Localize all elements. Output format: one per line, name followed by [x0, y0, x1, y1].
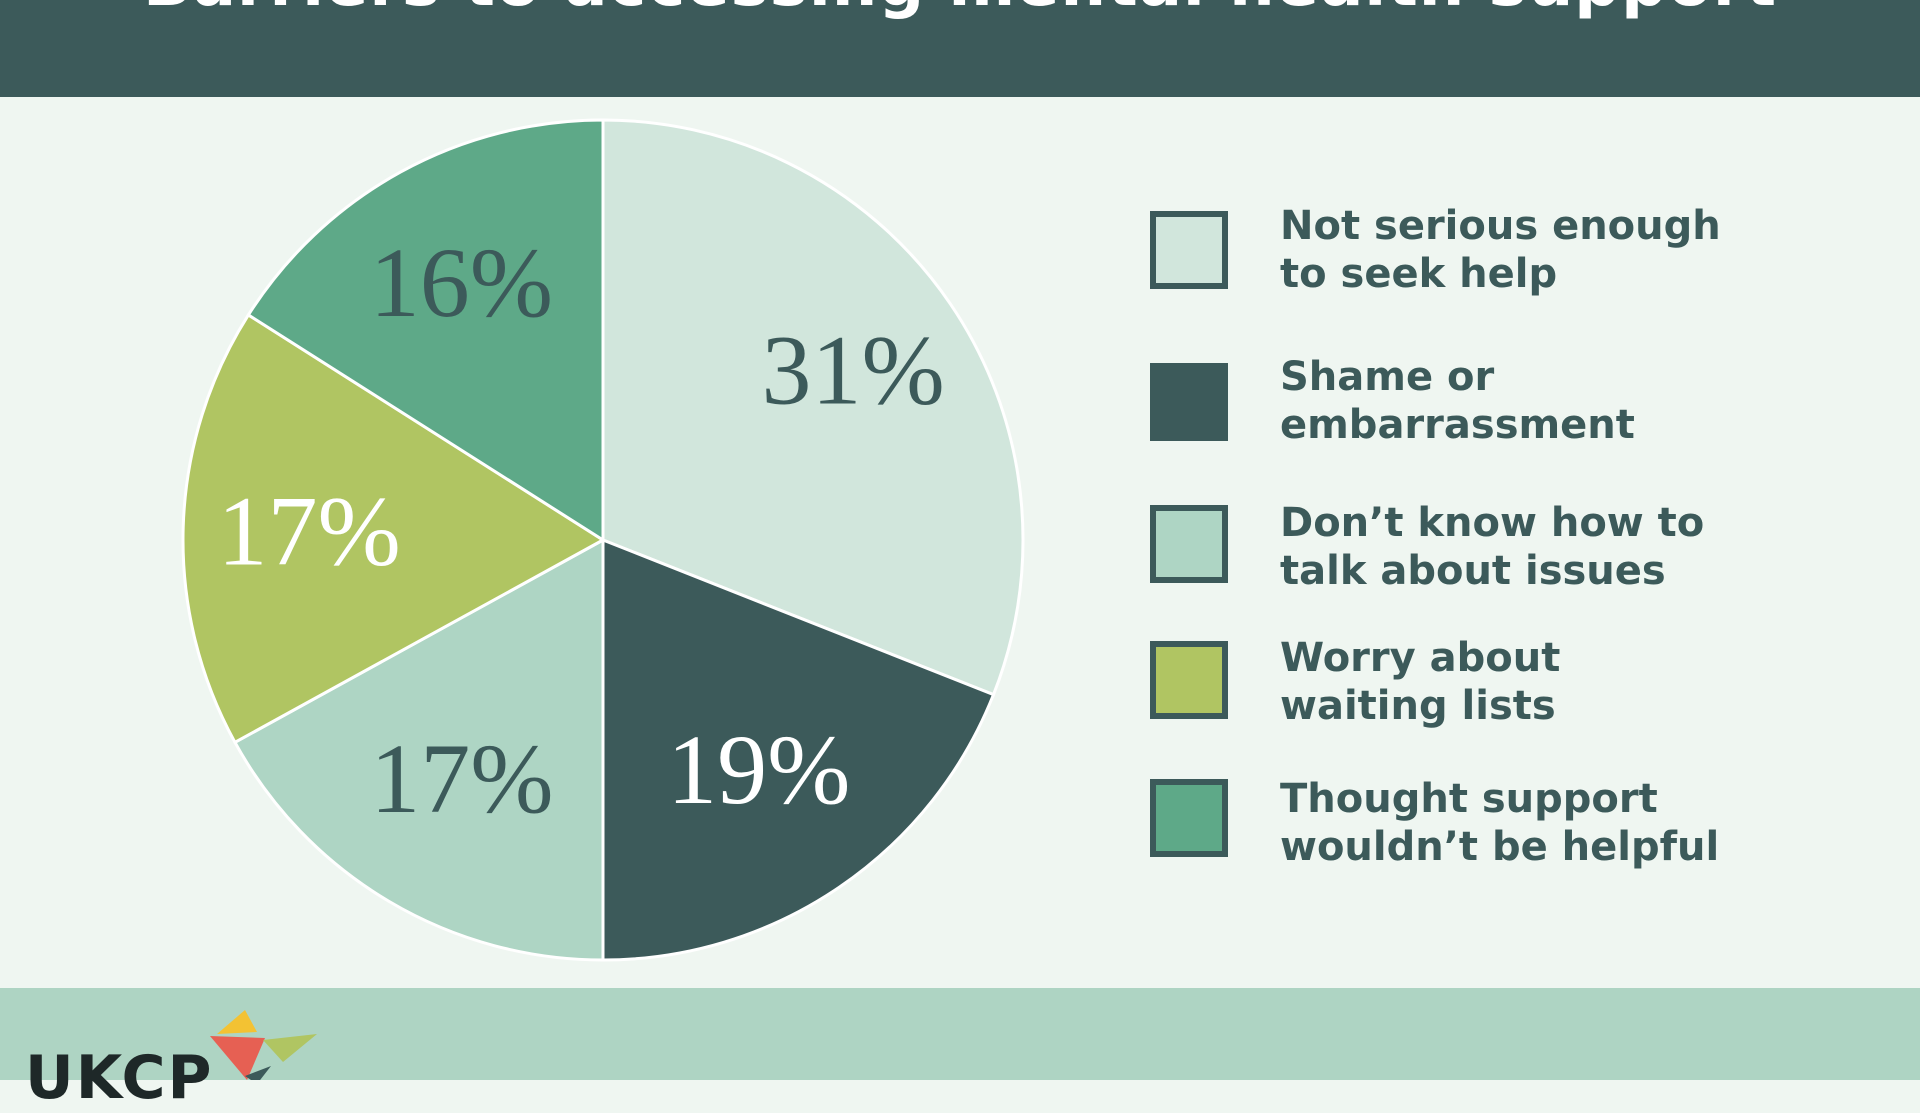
pie-slice	[601, 537, 996, 962]
legend-item-not-helpful: Thought support wouldn’t be helpful	[1150, 776, 1770, 870]
legend-item-shame: Shame or embarrassment	[1150, 354, 1770, 448]
legend-label: Thought support wouldn’t be helpful	[1280, 776, 1720, 870]
legend-swatch	[1150, 641, 1228, 719]
pie-chart: 31% 19% 17% 17% 16%	[181, 118, 1025, 962]
legend-item-not-serious: Not serious enough to seek help	[1150, 203, 1770, 297]
pie-slice	[601, 118, 1025, 697]
pie-slice-label: 16%	[370, 227, 553, 338]
logo-text: UKCP	[25, 1043, 214, 1113]
pie-slice-label: 17%	[217, 475, 400, 586]
pie-slice	[232, 537, 605, 962]
footer-bar	[0, 988, 1920, 1080]
header-banner: Barriers to accessing mental health supp…	[0, 0, 1920, 97]
pie-slice-label: 19%	[667, 714, 850, 825]
legend-label: Don’t know how to talk about issues	[1280, 500, 1705, 594]
legend-swatch	[1150, 779, 1228, 857]
pie-slice	[181, 312, 606, 745]
legend-item-waiting-lists: Worry about waiting lists	[1150, 635, 1770, 731]
legend-label: Not serious enough to seek help	[1280, 203, 1721, 297]
legend-swatch	[1150, 211, 1228, 289]
pie-slice-label: 31%	[761, 315, 944, 426]
pie-slice	[246, 118, 605, 543]
logo-mark-icon	[210, 1010, 317, 1080]
pie-slice-label: 17%	[370, 723, 553, 834]
legend-swatch	[1150, 363, 1228, 441]
legend-item-dont-know: Don’t know how to talk about issues	[1150, 500, 1770, 595]
legend-label: Worry about waiting lists	[1280, 635, 1561, 729]
legend-swatch	[1150, 505, 1228, 583]
chart-title: Barriers to accessing mental health supp…	[0, 0, 1920, 16]
legend-label: Shame or embarrassment	[1280, 354, 1635, 448]
